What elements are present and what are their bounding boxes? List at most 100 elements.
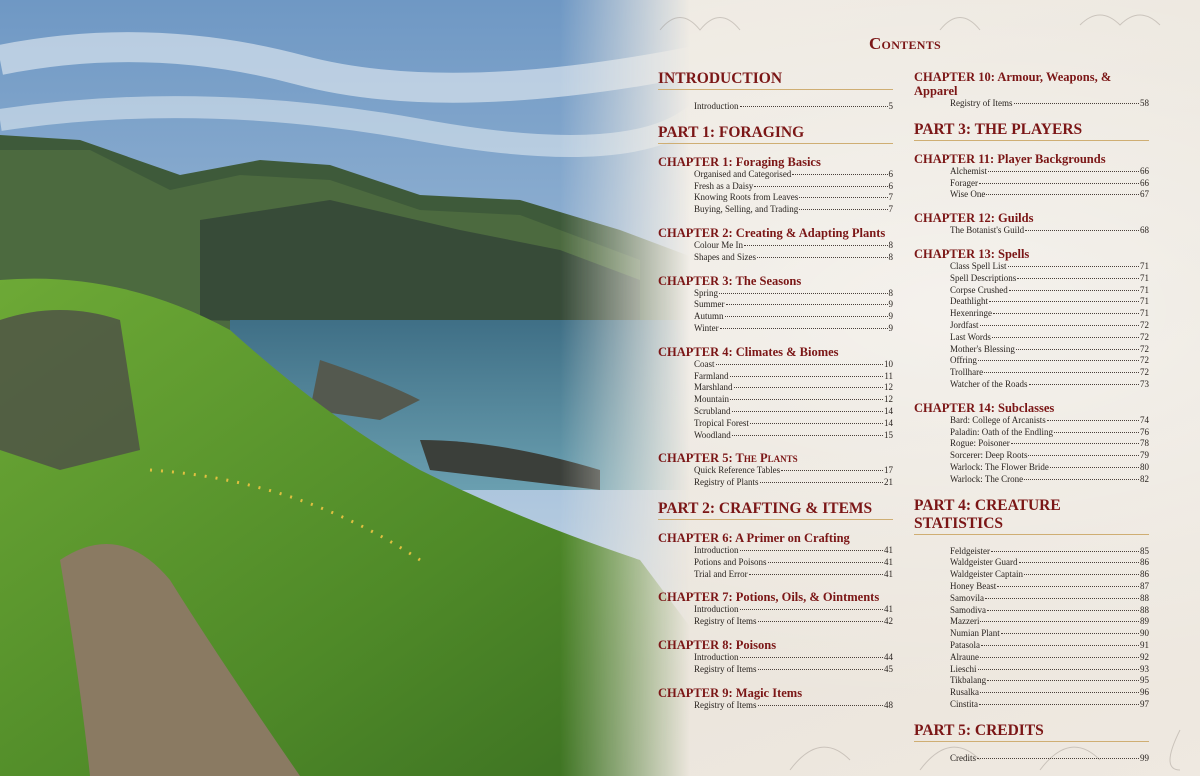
chapter-heading[interactable]: CHAPTER 3: The Seasons	[658, 273, 802, 288]
chapter-heading[interactable]: CHAPTER 6: A Primer on Crafting	[658, 530, 850, 545]
toc-entry[interactable]: Woodland 15	[658, 430, 893, 442]
dot-leader	[799, 209, 888, 211]
chapter-heading[interactable]: CHAPTER 1: Foraging Basics	[658, 154, 821, 169]
toc-entry[interactable]: Warlock: The Crone 82	[914, 474, 1149, 486]
toc-entry[interactable]: Registry of Plants 21	[658, 477, 893, 489]
toc-entry[interactable]: Shapes and Sizes 8	[658, 252, 893, 264]
toc-entry[interactable]: Samovila 88	[914, 593, 1149, 605]
chapter-heading[interactable]: CHAPTER 14: Subclasses	[914, 400, 1055, 415]
part-heading[interactable]: PART 5: CREDITS	[914, 722, 1149, 742]
chapter-heading[interactable]: CHAPTER 10: Armour, Weapons, & Apparel	[914, 70, 1112, 98]
toc-entry[interactable]: Hexenringe 71	[914, 308, 1149, 320]
chapter-heading[interactable]: CHAPTER 8: Poisons	[658, 637, 777, 652]
toc-entry[interactable]: Offring 72	[914, 355, 1149, 367]
toc-entry[interactable]: Colour Me In 8	[658, 240, 893, 252]
toc-entry[interactable]: Tikbalang 95	[914, 675, 1149, 687]
toc-entry[interactable]: Introduction 5	[658, 101, 893, 113]
part-heading[interactable]: PART 1: FORAGING	[658, 124, 893, 144]
toc-entry[interactable]: The Botanist's Guild 68	[914, 225, 1149, 237]
toc-entry[interactable]: Scrubland 14	[658, 406, 893, 418]
toc-entry[interactable]: Quick Reference Tables 17	[658, 465, 893, 477]
chapter-heading[interactable]: CHAPTER 4: Climates & Biomes	[658, 344, 839, 359]
toc-entry[interactable]: Introduction 44	[658, 652, 893, 664]
toc-entry[interactable]: Spell Descriptions 71	[914, 273, 1149, 285]
part-heading[interactable]: PART 3: THE PLAYERS	[914, 121, 1149, 141]
toc-entry[interactable]: Wise One 67	[914, 189, 1149, 201]
dot-leader	[1025, 230, 1139, 232]
page-number: 14	[884, 405, 893, 416]
toc-entry[interactable]: Registry of Items 42	[658, 616, 893, 628]
toc-entry[interactable]: Sorcerer: Deep Roots 79	[914, 450, 1149, 462]
toc-entry[interactable]: Winter 9	[658, 323, 893, 335]
toc-entry[interactable]: Potions and Poisons 41	[658, 557, 893, 569]
dot-leader	[997, 585, 1139, 587]
chapter-heading[interactable]: CHAPTER 9: Magic Items	[658, 685, 803, 700]
toc-entry[interactable]: Cinstita 97	[914, 699, 1149, 711]
toc-entry[interactable]: Mother's Blessing 72	[914, 344, 1149, 356]
toc-entry[interactable]: Jordfast 72	[914, 320, 1149, 332]
dot-leader	[1046, 419, 1139, 421]
toc-entry[interactable]: Numian Plant 90	[914, 628, 1149, 640]
toc-entry[interactable]: Alraune 92	[914, 652, 1149, 664]
toc-entry[interactable]: Watcher of the Roads 73	[914, 379, 1149, 391]
chapter-heading[interactable]: CHAPTER 13: Spells	[914, 246, 1030, 261]
toc-entry[interactable]: Waldgeister Guard 86	[914, 557, 1149, 569]
toc-entry[interactable]: Tropical Forest 14	[658, 418, 893, 430]
toc-entry[interactable]: Bard: College of Arcanists 74	[914, 415, 1149, 427]
toc-entry[interactable]: Registry of Items 58	[914, 98, 1149, 110]
toc-entry[interactable]: Rusalka 96	[914, 687, 1149, 699]
chapter-heading[interactable]: CHAPTER 5: The Plants	[658, 451, 798, 466]
toc-entry[interactable]: Trollhare 72	[914, 367, 1149, 379]
toc-entry[interactable]: Introduction 41	[658, 545, 893, 557]
toc-entry[interactable]: Mountain 12	[658, 394, 893, 406]
toc-entry[interactable]: Last Words 72	[914, 332, 1149, 344]
toc-entry[interactable]: Marshland 12	[658, 382, 893, 394]
toc-entry[interactable]: Warlock: The Flower Bride 80	[914, 462, 1149, 474]
page-number: 99	[1140, 752, 1149, 763]
toc-entry[interactable]: Rogue: Poisoner 78	[914, 438, 1149, 450]
toc-entry[interactable]: Buying, Selling, and Trading 7	[658, 204, 893, 216]
toc-entry[interactable]: Alchemist 66	[914, 166, 1149, 178]
page-number: 87	[1140, 580, 1149, 591]
entry-title: Warlock: The Flower Bride	[950, 461, 1049, 472]
toc-entry[interactable]: Samodiva 88	[914, 605, 1149, 617]
page-number: 66	[1140, 177, 1149, 188]
chapter-heading[interactable]: CHAPTER 7: Potions, Oils, & Ointments	[658, 590, 880, 605]
toc-entry[interactable]: Organised and Categorised 6	[658, 169, 893, 181]
page-number: 67	[1140, 189, 1149, 200]
page-number: 9	[888, 311, 894, 322]
toc-entry[interactable]: Autumn 9	[658, 311, 893, 323]
toc-entry[interactable]: Summer 9	[658, 299, 893, 311]
toc-entry[interactable]: Coast 10	[658, 359, 893, 371]
toc-entry[interactable]: Deathlight 71	[914, 296, 1149, 308]
entry-title: Registry of Items	[950, 98, 1013, 108]
toc-entry[interactable]: Honey Beast 87	[914, 581, 1149, 593]
toc-entry[interactable]: Waldgeister Captain 86	[914, 569, 1149, 581]
toc-entry[interactable]: Registry of Items 45	[658, 664, 893, 676]
chapter-heading[interactable]: CHAPTER 11: Player Backgrounds	[914, 151, 1106, 166]
chapter-heading[interactable]: CHAPTER 12: Guilds	[914, 211, 1034, 226]
part-heading[interactable]: INTRODUCTION	[658, 70, 893, 90]
toc-entry[interactable]: Lieschi 93	[914, 664, 1149, 676]
part-heading[interactable]: PART 2: CRAFTING & ITEMS	[658, 500, 893, 520]
toc-entry[interactable]: Corpse Crushed 71	[914, 285, 1149, 297]
toc-entry[interactable]: Spring 8	[658, 288, 893, 300]
toc-entry[interactable]: Paladin: Oath of the Endling 76	[914, 427, 1149, 439]
dot-leader	[1053, 431, 1139, 433]
toc-entry[interactable]: Fresh as a Daisy 6	[658, 181, 893, 193]
toc-entry[interactable]: Introduction 41	[658, 604, 893, 616]
chapter-heading[interactable]: CHAPTER 2: Creating & Adapting Plants	[658, 225, 886, 240]
part-heading[interactable]: PART 4: CREATURE STATISTICS	[914, 497, 1149, 535]
toc-entry[interactable]: Class Spell List 71	[914, 261, 1149, 273]
toc-entry[interactable]: Forager 66	[914, 178, 1149, 190]
toc-entry[interactable]: Trial and Error 41	[658, 569, 893, 581]
toc-entry[interactable]: Mazzeri 89	[914, 616, 1149, 628]
entry-title: Introduction	[694, 651, 739, 662]
toc-entry[interactable]: Feldgeister 85	[914, 546, 1149, 558]
toc-entry[interactable]: Registry of Items 48	[658, 700, 893, 712]
toc-entry[interactable]: Knowing Roots from Leaves 7	[658, 192, 893, 204]
entry-title: Registry of Plants	[694, 477, 759, 488]
toc-entry[interactable]: Farmland 11	[658, 371, 893, 383]
toc-entry[interactable]: Credits 99	[914, 753, 1149, 765]
toc-entry[interactable]: Patasola 91	[914, 640, 1149, 652]
